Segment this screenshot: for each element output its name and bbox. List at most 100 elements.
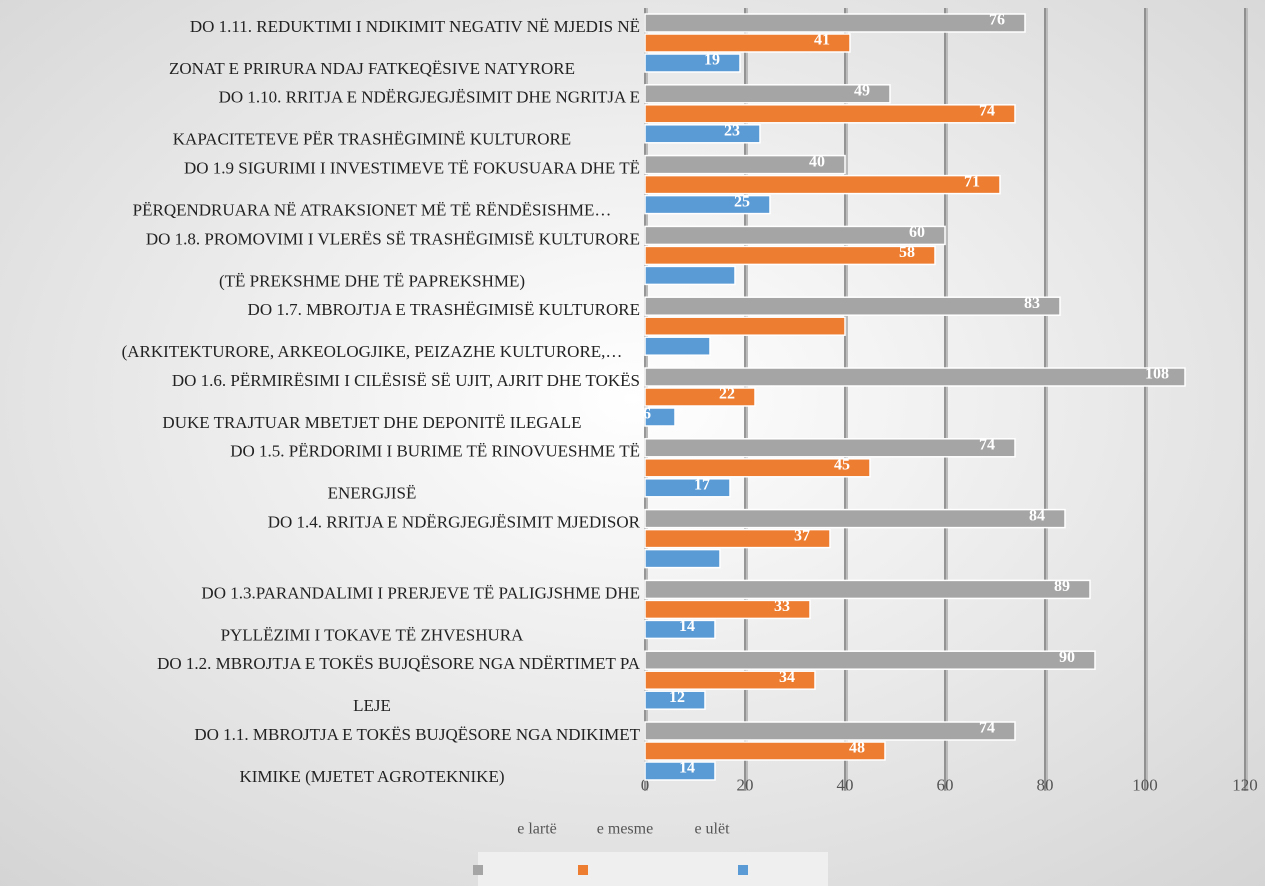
value-label: 108: [1145, 366, 1169, 383]
bar: [644, 154, 846, 175]
category-label: DO 1.9 SIGURIMI I INVESTIMEVE TË FOKUSUA…: [184, 159, 640, 178]
bar: [644, 650, 1096, 670]
category-label: ENERGJISË: [328, 484, 417, 503]
value-label: 60: [909, 224, 925, 241]
value-label: 74: [979, 436, 995, 453]
x-tick-label: 40: [837, 776, 854, 795]
value-label: 25: [734, 193, 750, 210]
legend-swatch: [578, 865, 588, 875]
value-label: 58: [899, 244, 915, 261]
bar: [644, 104, 1016, 124]
bar: [644, 13, 1026, 33]
bar: [644, 407, 676, 427]
value-label: 17: [694, 476, 710, 493]
legend-box: [478, 852, 828, 886]
value-label: 89: [1054, 578, 1070, 595]
value-label: 71: [964, 173, 980, 190]
bar: [644, 670, 816, 690]
x-tick-label: 0: [641, 776, 650, 795]
category-label: KIMIKE (MJETET AGROTEKNIKE): [239, 767, 504, 786]
value-label: 12: [669, 689, 685, 706]
category-label: (ARKITEKTURORE, ARKEOLOGJIKE, PEIZAZHE K…: [122, 342, 623, 361]
legend-label: e lartë: [517, 821, 557, 838]
category-label: DO 1.1. MBROJTJA E TOKËS BUJQËSORE NGA N…: [194, 725, 640, 744]
bar: [644, 194, 771, 215]
x-tick-label: 120: [1232, 776, 1258, 795]
legend-label: e ulët: [694, 821, 730, 838]
bar: [644, 690, 706, 710]
value-label: 76: [989, 12, 1005, 29]
bar: [644, 478, 731, 498]
value-label: 19: [704, 52, 720, 69]
legend-swatch: [473, 865, 483, 875]
category-label: DO 1.6. PËRMIRËSIMI I CILËSISË SË UJIT, …: [172, 371, 640, 390]
legend-swatch: [738, 865, 748, 875]
category-label: DO 1.7. MBROJTJA E TRASHËGIMISË KULTUROR…: [248, 300, 640, 319]
bar: [644, 761, 716, 781]
bar: [644, 245, 936, 266]
category-label: DO 1.11. REDUKTIMI I NDIKIMIT NEGATIV NË…: [190, 17, 640, 36]
value-label: 84: [1029, 507, 1045, 524]
bar: [644, 265, 736, 286]
bar: [644, 33, 851, 53]
category-label: KAPACITETEVE PËR TRASHËGIMINË KULTURORE: [173, 130, 571, 149]
value-label: 40: [809, 153, 825, 170]
category-label: (TË PREKSHME DHE TË PAPREKSHME): [219, 271, 525, 290]
category-label: DO 1.4. RRITJA E NDËRGJEGJËSIMIT MJEDISO…: [268, 513, 641, 532]
value-label: 14: [679, 618, 695, 635]
category-label: DO 1.10. RRITJA E NDËRGJEGJËSIMIT DHE NG…: [219, 88, 640, 107]
value-label: 74: [979, 720, 995, 737]
value-label: 48: [849, 740, 865, 757]
value-label: 74: [979, 102, 995, 119]
category-label: PËRQENDRUARA NË ATRAKSIONET MË TË RËNDËS…: [133, 201, 612, 220]
x-tick-label: 100: [1132, 776, 1158, 795]
bar: [644, 508, 1066, 529]
x-tick-label: 60: [937, 776, 954, 795]
category-label: PYLLËZIMI I TOKAVE TË ZHVESHURA: [221, 625, 525, 644]
value-label: 49: [854, 82, 870, 99]
category-label: DO 1.2. MBROJTJA E TOKËS BUJQËSORE NGA N…: [157, 654, 641, 673]
category-label: LEJE: [353, 696, 391, 715]
category-label: DUKE TRAJTUAR MBETJET DHE DEPONITË ILEGA…: [162, 413, 581, 432]
value-label: 33: [774, 598, 790, 615]
bar: [644, 225, 946, 246]
value-label: 34: [779, 669, 795, 686]
value-label: 6: [643, 406, 651, 423]
bar: [644, 367, 1186, 387]
category-label: DO 1.8. PROMOVIMI I VLERËS SË TRASHËGIMI…: [146, 229, 640, 248]
bar: [644, 599, 811, 620]
bar: [644, 438, 1016, 458]
bar: [644, 579, 1091, 600]
bar: [644, 528, 831, 549]
legend-label: e mesme: [597, 821, 653, 838]
bar: [644, 741, 886, 761]
x-tick-label: 80: [1037, 776, 1054, 795]
bar: [644, 53, 741, 73]
value-label: 45: [834, 456, 850, 473]
value-label: 41: [814, 32, 830, 49]
bar: [644, 619, 716, 640]
x-tick-label: 20: [737, 776, 754, 795]
bar: [644, 316, 846, 336]
bar: [644, 548, 721, 569]
bar: [644, 458, 871, 478]
bar: [644, 387, 756, 407]
value-label: 14: [679, 760, 695, 777]
bar: [644, 174, 1001, 195]
value-label: 23: [724, 122, 740, 139]
category-label: DO 1.3.PARANDALIMI I PRERJEVE TË PALIGJS…: [201, 583, 640, 602]
bar: [644, 336, 711, 356]
category-label: DO 1.5. PËRDORIMI I BURIME TË RINOVUESHM…: [230, 442, 640, 461]
bar: [644, 84, 891, 104]
value-label: 90: [1059, 649, 1075, 666]
value-label: 22: [719, 386, 735, 403]
bar: [644, 124, 761, 144]
value-label: 83: [1024, 295, 1040, 312]
bar: [644, 721, 1016, 741]
bar: [644, 296, 1061, 316]
category-label: ZONAT E PRIRURA NDAJ FATKEQËSIVE NATYROR…: [169, 59, 575, 78]
value-label: 37: [794, 527, 810, 544]
